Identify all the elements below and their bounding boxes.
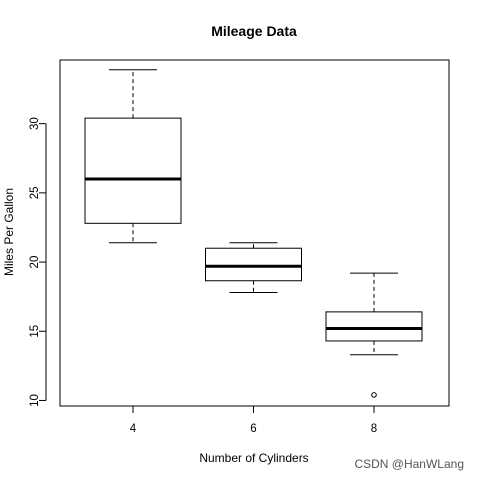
box-series (84, 69, 423, 398)
x-tick-label: 8 (371, 423, 377, 435)
y-axis: 10 15 20 25 30 (29, 117, 47, 407)
y-tick-label: 20 (29, 256, 41, 269)
x-tick-label: 4 (130, 423, 137, 435)
watermark-text: CSDN @HanWLang (354, 457, 464, 471)
x-tick-label: 6 (250, 423, 256, 435)
y-tick-label: 25 (29, 186, 41, 199)
y-tick-label: 15 (29, 325, 41, 338)
box-iqr (325, 311, 423, 342)
x-axis: 4 6 8 (130, 405, 377, 435)
outlier-point (371, 392, 377, 398)
y-tick-label: 10 (29, 394, 41, 407)
y-axis-label: Miles Per Gallon (2, 188, 16, 276)
y-tick-label: 30 (29, 117, 41, 130)
box-iqr (84, 117, 182, 224)
box-group (205, 242, 302, 294)
chart-title: Mileage Data (211, 23, 297, 39)
box-iqr (205, 247, 302, 282)
x-axis-label: Number of Cylinders (199, 451, 308, 465)
box-group (325, 272, 423, 398)
box-group (84, 69, 182, 244)
